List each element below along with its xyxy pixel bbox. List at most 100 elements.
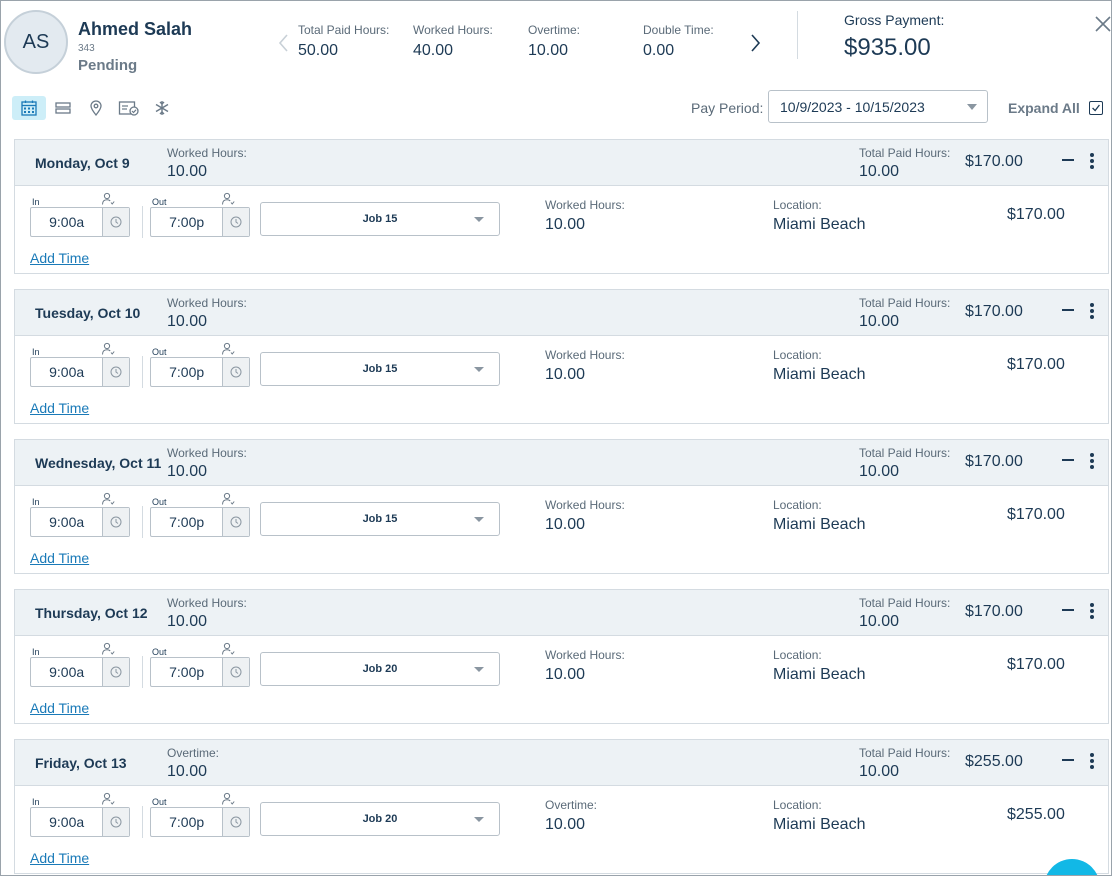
more-options-icon[interactable]: [1090, 153, 1094, 169]
pay-period-select[interactable]: 10/9/2023 - 10/15/2023: [768, 90, 988, 123]
day-header: Thursday, Oct 12 Worked Hours: 10.00 Tot…: [15, 590, 1108, 636]
clock-icon[interactable]: [102, 508, 129, 536]
location-label: Location:: [773, 798, 822, 812]
out-label: Out: [152, 347, 167, 357]
clock-in-input[interactable]: 9:00a: [30, 507, 130, 537]
day-hours-label: Worked Hours:: [167, 446, 247, 460]
job-select[interactable]: Job 20: [260, 652, 500, 686]
clock-icon[interactable]: [102, 358, 129, 386]
more-options-icon[interactable]: [1090, 603, 1094, 619]
stat-total-paid-hours: Total Paid Hours: 50.00: [298, 23, 389, 60]
clock-icon[interactable]: [222, 508, 249, 536]
day-card: Thursday, Oct 12 Worked Hours: 10.00 Tot…: [14, 589, 1109, 724]
clock-out-value: 7:00p: [169, 364, 205, 380]
clock-out-input[interactable]: 7:00p: [150, 507, 250, 537]
clock-out-input[interactable]: 7:00p: [150, 357, 250, 387]
job-select[interactable]: Job 15: [260, 352, 500, 386]
clock-in-input[interactable]: 9:00a: [30, 207, 130, 237]
add-time-link[interactable]: Add Time: [30, 550, 90, 566]
stat-value: 0.00: [643, 42, 675, 59]
clock-out-input[interactable]: 7:00p: [150, 807, 250, 837]
location-view-button[interactable]: [79, 96, 113, 120]
row-hours-value: 10.00: [545, 816, 586, 833]
expand-all-checkbox[interactable]: [1089, 101, 1103, 115]
person-icon[interactable]: [101, 192, 115, 206]
collapse-icon[interactable]: [1062, 759, 1074, 761]
person-icon[interactable]: [221, 792, 235, 806]
person-icon[interactable]: [221, 192, 235, 206]
chevron-right-icon[interactable]: [750, 33, 762, 53]
collapse-icon[interactable]: [1062, 159, 1074, 161]
freeze-view-button[interactable]: [145, 96, 179, 120]
job-select[interactable]: Job 15: [260, 202, 500, 236]
day-total-paid-label: Total Paid Hours:: [859, 446, 951, 460]
more-options-icon[interactable]: [1090, 453, 1094, 469]
collapse-icon[interactable]: [1062, 309, 1074, 311]
field-divider: [142, 656, 143, 688]
caret-down-icon: [474, 217, 484, 222]
add-time-link[interactable]: Add Time: [30, 850, 90, 866]
day-header: Friday, Oct 13 Overtime: 10.00 Total Pai…: [15, 740, 1108, 786]
calendar-view-button[interactable]: [12, 96, 46, 120]
avatar-initials: AS: [22, 30, 50, 53]
clock-icon[interactable]: [222, 658, 249, 686]
stat-label: Worked Hours:: [413, 23, 493, 37]
in-label: In: [32, 647, 40, 657]
clock-icon[interactable]: [222, 358, 249, 386]
add-time-link[interactable]: Add Time: [30, 250, 90, 266]
day-hours-value: 10.00: [167, 613, 208, 630]
approval-view-button[interactable]: [112, 96, 146, 120]
clock-icon[interactable]: [102, 208, 129, 236]
more-options-icon[interactable]: [1090, 753, 1094, 769]
clock-icon[interactable]: [222, 808, 249, 836]
location-label: Location:: [773, 648, 822, 662]
clock-in-input[interactable]: 9:00a: [30, 807, 130, 837]
person-icon[interactable]: [221, 642, 235, 656]
day-hours-label: Worked Hours:: [167, 146, 247, 160]
location-label: Location:: [773, 198, 822, 212]
clock-in-input[interactable]: 9:00a: [30, 357, 130, 387]
caret-down-icon: [474, 367, 484, 372]
clock-in-input[interactable]: 9:00a: [30, 657, 130, 687]
day-title: Friday, Oct 13: [35, 755, 127, 771]
location-pin-icon: [90, 100, 102, 117]
out-label: Out: [152, 647, 167, 657]
day-total-paid-value: 10.00: [859, 613, 900, 630]
collapse-icon[interactable]: [1062, 459, 1074, 461]
job-select[interactable]: Job 15: [260, 502, 500, 536]
location-value: Miami Beach: [773, 366, 866, 383]
clock-out-value: 7:00p: [169, 514, 205, 530]
day-hours-label: Overtime:: [167, 746, 220, 760]
clock-out-input[interactable]: 7:00p: [150, 657, 250, 687]
employee-id: 343: [78, 43, 95, 54]
add-time-link[interactable]: Add Time: [30, 400, 90, 416]
person-icon[interactable]: [221, 342, 235, 356]
chevron-left-icon[interactable]: [277, 33, 289, 53]
location-value: Miami Beach: [773, 666, 866, 683]
day-hours-value: 10.00: [167, 313, 208, 330]
in-label: In: [32, 197, 40, 207]
person-icon[interactable]: [101, 792, 115, 806]
job-select[interactable]: Job 20: [260, 802, 500, 836]
person-icon[interactable]: [101, 492, 115, 506]
row-hours-label: Worked Hours:: [545, 348, 625, 362]
more-options-icon[interactable]: [1090, 303, 1094, 319]
clock-in-value: 9:00a: [49, 364, 85, 380]
row-amount: $170.00: [1007, 506, 1065, 523]
stat-worked-hours: Worked Hours: 40.00: [413, 23, 493, 60]
add-time-link[interactable]: Add Time: [30, 700, 90, 716]
list-view-button[interactable]: [46, 96, 80, 120]
collapse-icon[interactable]: [1062, 609, 1074, 611]
floating-action-button[interactable]: [1044, 859, 1100, 875]
close-icon[interactable]: [1094, 15, 1112, 33]
row-hours-label: Overtime:: [545, 798, 598, 812]
stat-value: 10.00: [528, 42, 569, 59]
person-icon[interactable]: [101, 342, 115, 356]
clock-out-input[interactable]: 7:00p: [150, 207, 250, 237]
clock-icon[interactable]: [102, 808, 129, 836]
clock-icon[interactable]: [102, 658, 129, 686]
person-icon[interactable]: [221, 492, 235, 506]
person-icon[interactable]: [101, 642, 115, 656]
clock-icon[interactable]: [222, 208, 249, 236]
stat-value: 50.00: [298, 42, 339, 59]
